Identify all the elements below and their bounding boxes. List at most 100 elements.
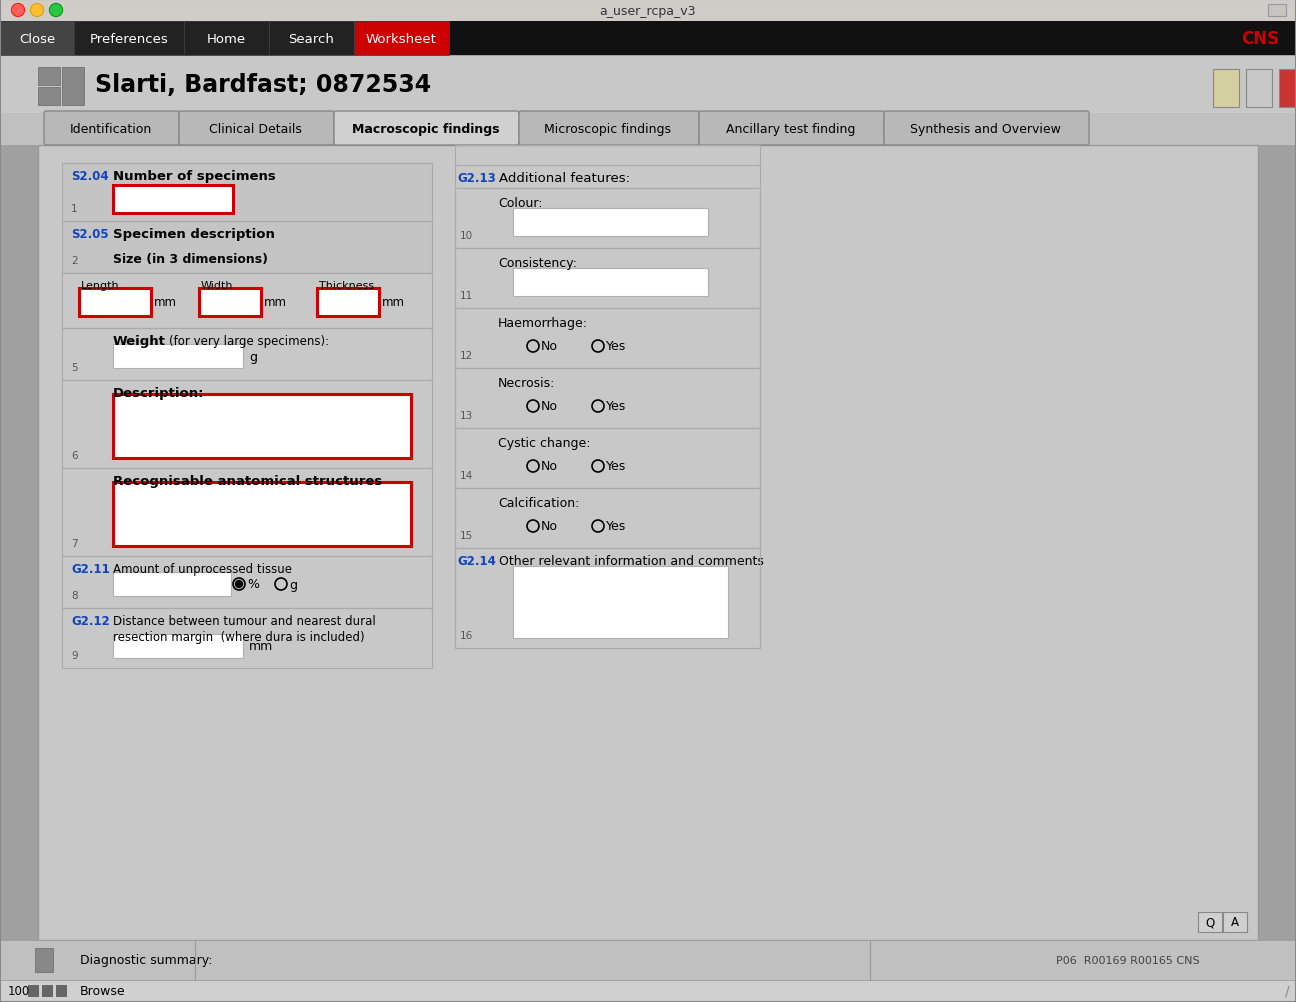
Bar xyxy=(1198,912,1222,932)
Text: G2.12: G2.12 xyxy=(71,614,110,627)
Text: S2.04: S2.04 xyxy=(71,169,109,182)
Text: Necrosis:: Necrosis: xyxy=(498,377,556,390)
Text: Yes: Yes xyxy=(607,520,626,533)
Circle shape xyxy=(49,4,62,17)
Text: g: g xyxy=(249,350,257,363)
Text: Close: Close xyxy=(19,32,56,45)
Text: 12: 12 xyxy=(460,351,473,361)
Text: Other relevant information and comments: Other relevant information and comments xyxy=(499,554,763,567)
Text: S2.05: S2.05 xyxy=(71,227,109,240)
Bar xyxy=(513,208,708,236)
Bar xyxy=(35,948,53,972)
Bar xyxy=(455,248,759,309)
Text: Microscopic findings: Microscopic findings xyxy=(544,122,671,135)
Text: G2.14: G2.14 xyxy=(457,554,496,567)
Bar xyxy=(1245,70,1271,108)
Bar xyxy=(318,289,378,317)
Bar xyxy=(455,146,759,648)
Bar xyxy=(62,608,432,668)
Text: Browse: Browse xyxy=(80,985,126,998)
Bar xyxy=(62,469,432,556)
Text: %: % xyxy=(248,578,259,591)
Text: Yes: Yes xyxy=(607,460,626,473)
Text: Home: Home xyxy=(207,32,246,45)
Text: Distance between tumour and nearest dural: Distance between tumour and nearest dura… xyxy=(113,614,376,627)
Text: a_user_rcpa_v3: a_user_rcpa_v3 xyxy=(600,4,696,17)
Text: Amount of unprocessed tissue: Amount of unprocessed tissue xyxy=(113,562,292,575)
Bar xyxy=(0,56,1296,114)
Text: 2: 2 xyxy=(71,256,78,266)
Text: Slarti, Bardfast; 0872534: Slarti, Bardfast; 0872534 xyxy=(95,73,432,97)
Bar xyxy=(455,188,759,248)
Bar xyxy=(455,548,759,648)
Bar xyxy=(0,22,74,56)
Bar xyxy=(62,274,432,329)
Text: Yes: Yes xyxy=(607,400,626,413)
Text: g: g xyxy=(289,578,297,591)
Text: Search: Search xyxy=(289,32,334,45)
Bar xyxy=(0,0,1296,22)
Bar xyxy=(354,22,448,56)
Text: 1: 1 xyxy=(71,203,78,213)
Bar xyxy=(113,345,244,369)
Bar xyxy=(62,329,432,381)
Bar xyxy=(38,146,1258,940)
Text: Diagnostic summary:: Diagnostic summary: xyxy=(80,954,213,967)
Text: /: / xyxy=(1286,984,1290,998)
Bar xyxy=(1223,912,1247,932)
Text: Thickness: Thickness xyxy=(319,281,375,291)
Bar xyxy=(62,221,432,274)
Text: 15: 15 xyxy=(460,530,473,540)
Bar xyxy=(62,164,432,221)
Text: Specimen description: Specimen description xyxy=(113,227,275,240)
FancyBboxPatch shape xyxy=(518,112,699,146)
Bar xyxy=(0,22,1296,56)
Text: Width: Width xyxy=(201,281,233,291)
Text: 6: 6 xyxy=(71,451,78,461)
Text: mm: mm xyxy=(382,297,404,310)
Bar xyxy=(455,369,759,429)
Circle shape xyxy=(31,4,44,17)
Text: Recognisable anatomical structures: Recognisable anatomical structures xyxy=(113,475,382,488)
Text: Consistency:: Consistency: xyxy=(498,257,577,270)
Bar xyxy=(62,556,432,608)
Text: (for very large specimens):: (for very large specimens): xyxy=(168,335,329,348)
Bar xyxy=(455,489,759,548)
Text: Description:: Description: xyxy=(113,387,205,400)
Text: Yes: Yes xyxy=(607,340,626,353)
Bar xyxy=(74,22,184,56)
Text: Preferences: Preferences xyxy=(89,32,168,45)
Text: No: No xyxy=(540,340,559,353)
Bar xyxy=(270,22,354,56)
Bar xyxy=(62,68,84,106)
Text: A: A xyxy=(1231,916,1239,929)
Bar xyxy=(113,185,233,213)
Text: G2.11: G2.11 xyxy=(71,562,110,575)
Bar xyxy=(38,88,60,106)
Bar xyxy=(0,114,1296,146)
Text: Synthesis and Overview: Synthesis and Overview xyxy=(910,122,1061,135)
Text: Cystic change:: Cystic change: xyxy=(498,437,591,450)
FancyBboxPatch shape xyxy=(884,112,1089,146)
FancyBboxPatch shape xyxy=(44,112,179,146)
Bar xyxy=(513,566,728,638)
FancyBboxPatch shape xyxy=(699,112,884,146)
Bar xyxy=(0,980,1296,1002)
Text: 5: 5 xyxy=(71,363,78,373)
Bar xyxy=(1213,70,1239,108)
Text: No: No xyxy=(540,400,559,413)
Bar xyxy=(113,634,244,658)
Bar xyxy=(113,483,411,546)
Bar xyxy=(62,381,432,469)
Bar xyxy=(184,22,270,56)
Bar xyxy=(41,985,53,997)
Text: Worksheet: Worksheet xyxy=(365,32,437,45)
Text: G2.13: G2.13 xyxy=(457,171,496,184)
Text: Haemorrhage:: Haemorrhage: xyxy=(498,317,588,330)
Text: 8: 8 xyxy=(71,590,78,600)
Text: Additional features:: Additional features: xyxy=(499,171,630,184)
Text: mm: mm xyxy=(264,297,286,310)
Text: resection margin  (where dura is included): resection margin (where dura is included… xyxy=(113,630,364,643)
Bar xyxy=(113,572,231,596)
Bar xyxy=(56,985,67,997)
